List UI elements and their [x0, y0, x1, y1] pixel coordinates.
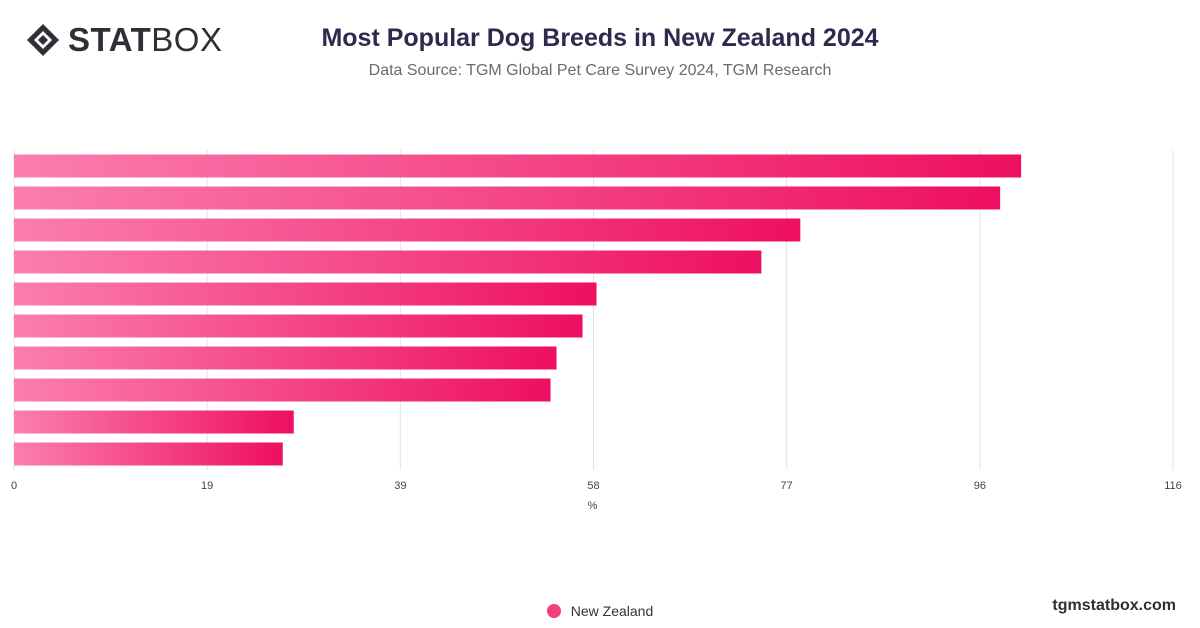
logo-box-text: BOX [151, 21, 223, 58]
x-tick-label: 19 [201, 480, 213, 492]
logo-stat-text: STAT [68, 21, 152, 58]
statbox-logo-icon [27, 24, 59, 56]
logo-wordmark: STATBOX [68, 22, 222, 58]
bar-chart: 0 19 39 58 77 96 116 % [11, 150, 1182, 512]
x-axis-ticks: 0 19 39 58 77 96 116 [11, 480, 1182, 492]
bar-2[interactable] [14, 186, 1001, 210]
bar-7[interactable] [14, 346, 557, 370]
x-tick-label: 39 [394, 480, 406, 492]
bar-9[interactable] [14, 410, 294, 434]
bar-1[interactable] [14, 154, 1022, 178]
bar-3[interactable] [14, 218, 801, 242]
bars [14, 154, 1022, 466]
bar-8[interactable] [14, 378, 551, 402]
chart-title: Most Popular Dog Breeds in New Zealand 2… [321, 24, 879, 52]
x-tick-label: 58 [587, 480, 599, 492]
x-tick-label: 77 [781, 480, 793, 492]
statbox-logo: STATBOX [26, 22, 222, 58]
bar-5[interactable] [14, 282, 597, 306]
watermark: tgmstatbox.com [1052, 597, 1176, 614]
bar-4[interactable] [14, 250, 762, 274]
x-tick-label: 116 [1164, 480, 1182, 492]
legend-label: New Zealand [570, 603, 654, 619]
bar-10[interactable] [14, 442, 283, 466]
bar-6[interactable] [14, 314, 583, 338]
legend[interactable]: New Zealand [0, 603, 1200, 619]
x-tick-label: 96 [974, 480, 986, 492]
legend-swatch [546, 604, 561, 618]
chart-subtitle: Data Source: TGM Global Pet Care Survey … [368, 62, 832, 79]
x-tick-label: 0 [11, 480, 17, 492]
x-axis-label: % [588, 500, 598, 512]
